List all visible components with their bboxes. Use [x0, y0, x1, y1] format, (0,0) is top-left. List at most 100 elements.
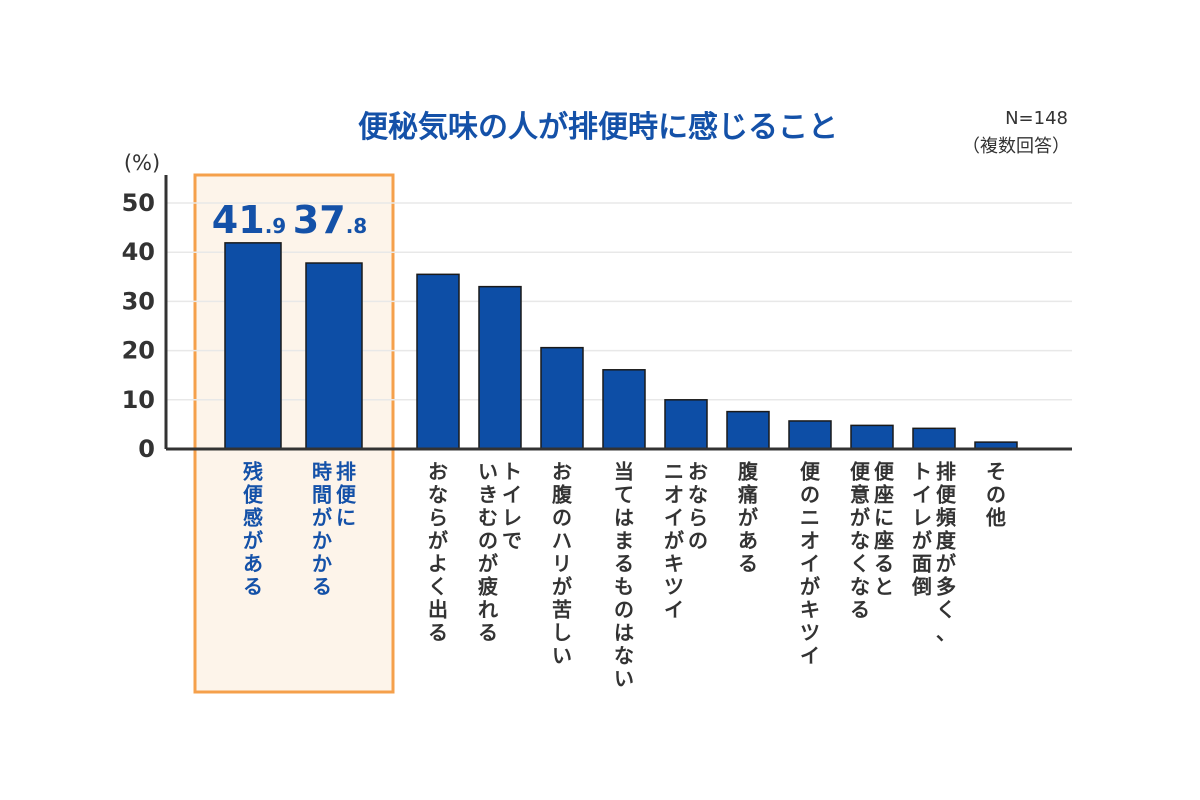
category-label-glyph: イ: [800, 552, 820, 576]
category-label-glyph: リ: [552, 552, 572, 576]
y-tick-label: 20: [122, 337, 155, 365]
category-label-glyph: く: [428, 575, 448, 599]
value-label-integer: 37: [293, 198, 346, 242]
bar: [540, 346, 584, 450]
category-label-glyph: い: [478, 460, 498, 484]
bar: [305, 262, 363, 450]
category-label-glyph: 度: [936, 529, 957, 553]
category-labels: 残便感がある排便に時間がかかるおならがよく出るトイレでいきむのが疲れるお腹のハリ…: [243, 460, 1006, 691]
category-label-glyph: な: [688, 483, 708, 507]
category-label-glyph: ま: [614, 529, 634, 553]
category-label-glyph: ツ: [800, 621, 820, 645]
category-label-glyph: オ: [664, 483, 684, 507]
value-label: 37.8: [293, 198, 367, 242]
category-label-glyph: 意: [850, 483, 870, 507]
category-label-glyph: 便: [243, 483, 264, 507]
category-label-glyph: が: [800, 575, 820, 599]
category-label-glyph: ニ: [800, 506, 820, 530]
category-label-glyph: 疲: [478, 575, 498, 599]
value-label-decimal: .8: [346, 214, 368, 238]
bar: [478, 285, 522, 450]
category-label-glyph: ツ: [664, 575, 684, 599]
category-label-glyph: が: [478, 552, 498, 576]
category-label-glyph: イ: [800, 644, 820, 668]
category-label-glyph: 座: [874, 529, 894, 553]
category-label: その他: [985, 460, 1006, 530]
category-label-glyph: 出: [428, 598, 448, 622]
category-label-glyph: 、: [936, 621, 956, 645]
category-label-glyph: む: [478, 506, 498, 530]
category-label-glyph: 当: [614, 460, 634, 484]
category-label-glyph: く: [936, 598, 956, 622]
category-label-glyph: あ: [243, 552, 263, 576]
category-label-glyph: が: [312, 506, 332, 530]
category-label-glyph: イ: [664, 506, 684, 530]
y-tick-label: 50: [122, 189, 155, 217]
category-label-glyph: が: [850, 506, 870, 530]
category-label-glyph: 便: [936, 483, 957, 507]
category-label-glyph: が: [936, 552, 956, 576]
category-label-glyph: お: [688, 460, 708, 484]
y-tick-label: 30: [122, 287, 155, 315]
category-label-glyph: 排: [936, 460, 956, 484]
category-label-glyph: 排: [336, 460, 356, 484]
category-label-glyph: な: [428, 483, 448, 507]
category-label-glyph: キ: [800, 598, 820, 622]
category-label-glyph: 便: [800, 460, 821, 484]
category-label-glyph: お: [552, 460, 572, 484]
category-label-glyph: る: [243, 575, 263, 599]
bar: [850, 424, 894, 450]
category-label-glyph: る: [614, 552, 634, 576]
category-label-glyph: て: [614, 483, 634, 507]
category-label-glyph: る: [312, 575, 332, 599]
category-label-glyph: 多: [936, 575, 956, 599]
category-label-glyph: よ: [428, 552, 448, 576]
category-label-glyph: な: [850, 575, 870, 599]
category-label-glyph: キ: [664, 552, 684, 576]
category-label-glyph: な: [850, 529, 870, 553]
category-label-glyph: れ: [478, 598, 498, 622]
category-label-glyph: は: [614, 621, 634, 645]
y-tick-label: 0: [138, 435, 155, 463]
category-label-glyph: る: [850, 598, 870, 622]
category-label-glyph: ら: [428, 506, 448, 530]
category-label-glyph: の: [478, 529, 498, 553]
category-label-glyph: が: [912, 529, 932, 553]
bar: [912, 427, 956, 450]
category-label-glyph: が: [664, 529, 684, 553]
category-label-glyph: オ: [800, 529, 820, 553]
category-label-glyph: が: [738, 506, 758, 530]
category-label-glyph: の: [986, 483, 1006, 507]
category-label-glyph: か: [312, 552, 332, 576]
category-label-glyph: で: [502, 529, 522, 553]
bar: [726, 410, 770, 450]
category-label-glyph: な: [614, 644, 634, 668]
category-label-glyph: か: [312, 529, 332, 553]
category-label-glyph: 面: [912, 552, 932, 576]
category-label-glyph: の: [688, 529, 708, 553]
bar: [602, 369, 646, 450]
category-label-glyph: が: [428, 529, 448, 553]
category-label-glyph: る: [874, 552, 894, 576]
category-label-glyph: 感: [243, 506, 263, 530]
category-label-glyph: ら: [688, 506, 708, 530]
category-label-glyph: と: [874, 575, 894, 599]
chart-title: 便秘気味の人が排便時に感じること: [358, 110, 838, 145]
category-label-glyph: 頻: [936, 506, 956, 530]
category-label-glyph: 腹: [738, 460, 759, 484]
category-label-glyph: ト: [912, 460, 932, 484]
category-label-glyph: る: [738, 552, 758, 576]
category-label-glyph: い: [614, 667, 634, 691]
category-label-glyph: 便: [874, 460, 895, 484]
category-label-glyph: レ: [502, 506, 522, 530]
category-label-glyph: 間: [312, 483, 332, 507]
